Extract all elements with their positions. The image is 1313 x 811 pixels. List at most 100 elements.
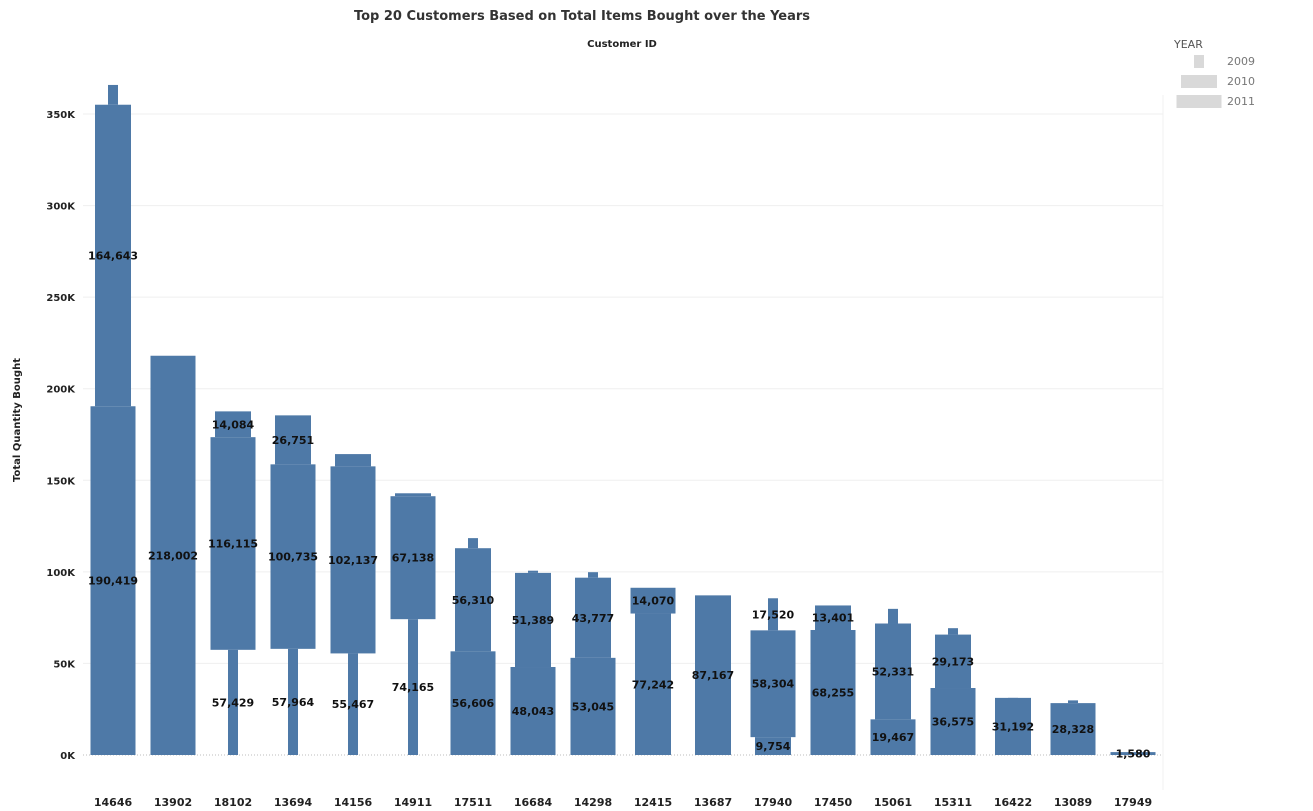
bar-segment bbox=[335, 454, 371, 467]
x-tick-label: 16422 bbox=[994, 796, 1032, 809]
gridlines bbox=[83, 95, 1164, 790]
bar-segment bbox=[750, 630, 796, 738]
bar-segment bbox=[95, 104, 131, 407]
bar-segment bbox=[515, 572, 551, 668]
bar-segment bbox=[1050, 703, 1096, 755]
data-label: 57,964 bbox=[272, 696, 315, 709]
x-tick-label: 17940 bbox=[754, 796, 793, 809]
bars bbox=[90, 84, 1156, 755]
y-tick-label: 50K bbox=[53, 659, 76, 670]
y-tick-label: 0K bbox=[60, 751, 76, 762]
data-label: 9,754 bbox=[756, 740, 791, 753]
bar-segment bbox=[570, 657, 616, 755]
x-axis-ticks: 14646 13902 18102 13694 14156 14911 17511 16684… bbox=[94, 796, 1152, 809]
data-label: 58,304 bbox=[752, 678, 795, 691]
bar-segment bbox=[888, 608, 898, 624]
chart-subtitle: Customer ID bbox=[587, 39, 657, 50]
bar-segment bbox=[875, 623, 911, 720]
data-label: 74,165 bbox=[392, 681, 434, 694]
bar-segment bbox=[935, 634, 971, 689]
data-label: 116,115 bbox=[208, 537, 258, 550]
data-label: 57,429 bbox=[212, 696, 254, 709]
bar-segment bbox=[768, 598, 778, 631]
x-tick-label: 15311 bbox=[934, 796, 972, 809]
bar-segment bbox=[1068, 700, 1078, 704]
bar-segment bbox=[930, 688, 976, 755]
bar-segment bbox=[630, 587, 676, 614]
data-label: 1,580 bbox=[1116, 748, 1151, 761]
data-label: 17,520 bbox=[752, 608, 795, 621]
bar-segment bbox=[468, 538, 478, 549]
x-tick-label: 13902 bbox=[154, 796, 192, 809]
data-label: 14,070 bbox=[632, 595, 675, 608]
bar-segment bbox=[408, 619, 418, 755]
data-label: 48,043 bbox=[512, 705, 554, 718]
data-label: 36,575 bbox=[932, 716, 974, 729]
y-axis-label: Total Quantity Bought bbox=[12, 358, 23, 482]
x-tick-label: 17949 bbox=[1114, 796, 1152, 809]
bar-segment bbox=[755, 737, 791, 755]
x-tick-label: 13089 bbox=[1054, 796, 1092, 809]
bar-segment bbox=[270, 464, 316, 649]
bar-segment bbox=[288, 648, 298, 755]
bar-segment bbox=[390, 496, 436, 620]
data-label: 14,084 bbox=[212, 418, 255, 431]
data-label: 68,255 bbox=[812, 686, 854, 699]
x-tick-label: 14911 bbox=[394, 796, 432, 809]
bar-segment bbox=[635, 613, 671, 755]
bar-segment bbox=[450, 651, 496, 755]
bar-segment bbox=[228, 649, 238, 755]
legend-swatch bbox=[1176, 95, 1222, 108]
x-tick-label: 14156 bbox=[334, 796, 373, 809]
x-tick-label: 14646 bbox=[94, 796, 133, 809]
legend: YEAR 2009 2010 2011 bbox=[1173, 38, 1255, 108]
data-label: 26,751 bbox=[272, 434, 314, 447]
bar-segment bbox=[330, 466, 376, 654]
data-label: 52,331 bbox=[872, 665, 914, 678]
data-label: 43,777 bbox=[572, 612, 614, 625]
legend-label: 2009 bbox=[1227, 55, 1255, 68]
bar-segment bbox=[995, 697, 1031, 755]
data-label: 102,137 bbox=[328, 554, 378, 567]
data-label: 190,419 bbox=[88, 575, 138, 588]
data-label: 19,467 bbox=[872, 731, 914, 744]
data-label: 13,401 bbox=[812, 612, 854, 625]
bar-segment bbox=[455, 548, 491, 652]
data-label: 31,192 bbox=[992, 720, 1034, 733]
bar-segment bbox=[90, 406, 136, 755]
bar-segment bbox=[108, 84, 118, 105]
bar-segment bbox=[815, 605, 851, 630]
x-tick-label: 13687 bbox=[694, 796, 732, 809]
data-label: 77,242 bbox=[632, 678, 674, 691]
x-tick-label: 17511 bbox=[454, 796, 492, 809]
x-tick-label: 14298 bbox=[574, 796, 612, 809]
bar-segment bbox=[1110, 752, 1156, 755]
data-label: 67,138 bbox=[392, 552, 434, 565]
bar-segment bbox=[528, 570, 538, 573]
bar-segment bbox=[588, 572, 598, 578]
data-label: 51,389 bbox=[512, 614, 554, 627]
legend-swatch bbox=[1181, 75, 1217, 88]
data-label: 56,310 bbox=[452, 594, 495, 607]
y-axis-ticks: 0K 50K 100K 150K 200K 250K 300K 350K bbox=[46, 110, 76, 762]
x-tick-label: 16684 bbox=[514, 796, 553, 809]
x-tick-label: 17450 bbox=[814, 796, 853, 809]
data-labels: 190,419 164,643 218,002 57,429 116,115 14,084… bbox=[88, 249, 1151, 760]
bar-segment bbox=[575, 577, 611, 658]
bar-segment bbox=[150, 355, 196, 755]
x-tick-label: 18102 bbox=[214, 796, 252, 809]
data-label: 164,643 bbox=[88, 249, 138, 262]
bar-segment bbox=[510, 667, 556, 755]
y-tick-label: 100K bbox=[46, 568, 76, 579]
data-label: 87,167 bbox=[692, 669, 734, 682]
y-tick-label: 250K bbox=[46, 293, 76, 304]
bar-segment bbox=[275, 415, 311, 465]
data-label: 56,606 bbox=[452, 697, 495, 710]
data-label: 29,173 bbox=[932, 655, 974, 668]
legend-label: 2011 bbox=[1227, 95, 1255, 108]
x-tick-label: 12415 bbox=[634, 796, 672, 809]
bar-segment bbox=[215, 411, 251, 438]
bar-segment bbox=[395, 493, 431, 497]
x-tick-label: 15061 bbox=[874, 796, 912, 809]
